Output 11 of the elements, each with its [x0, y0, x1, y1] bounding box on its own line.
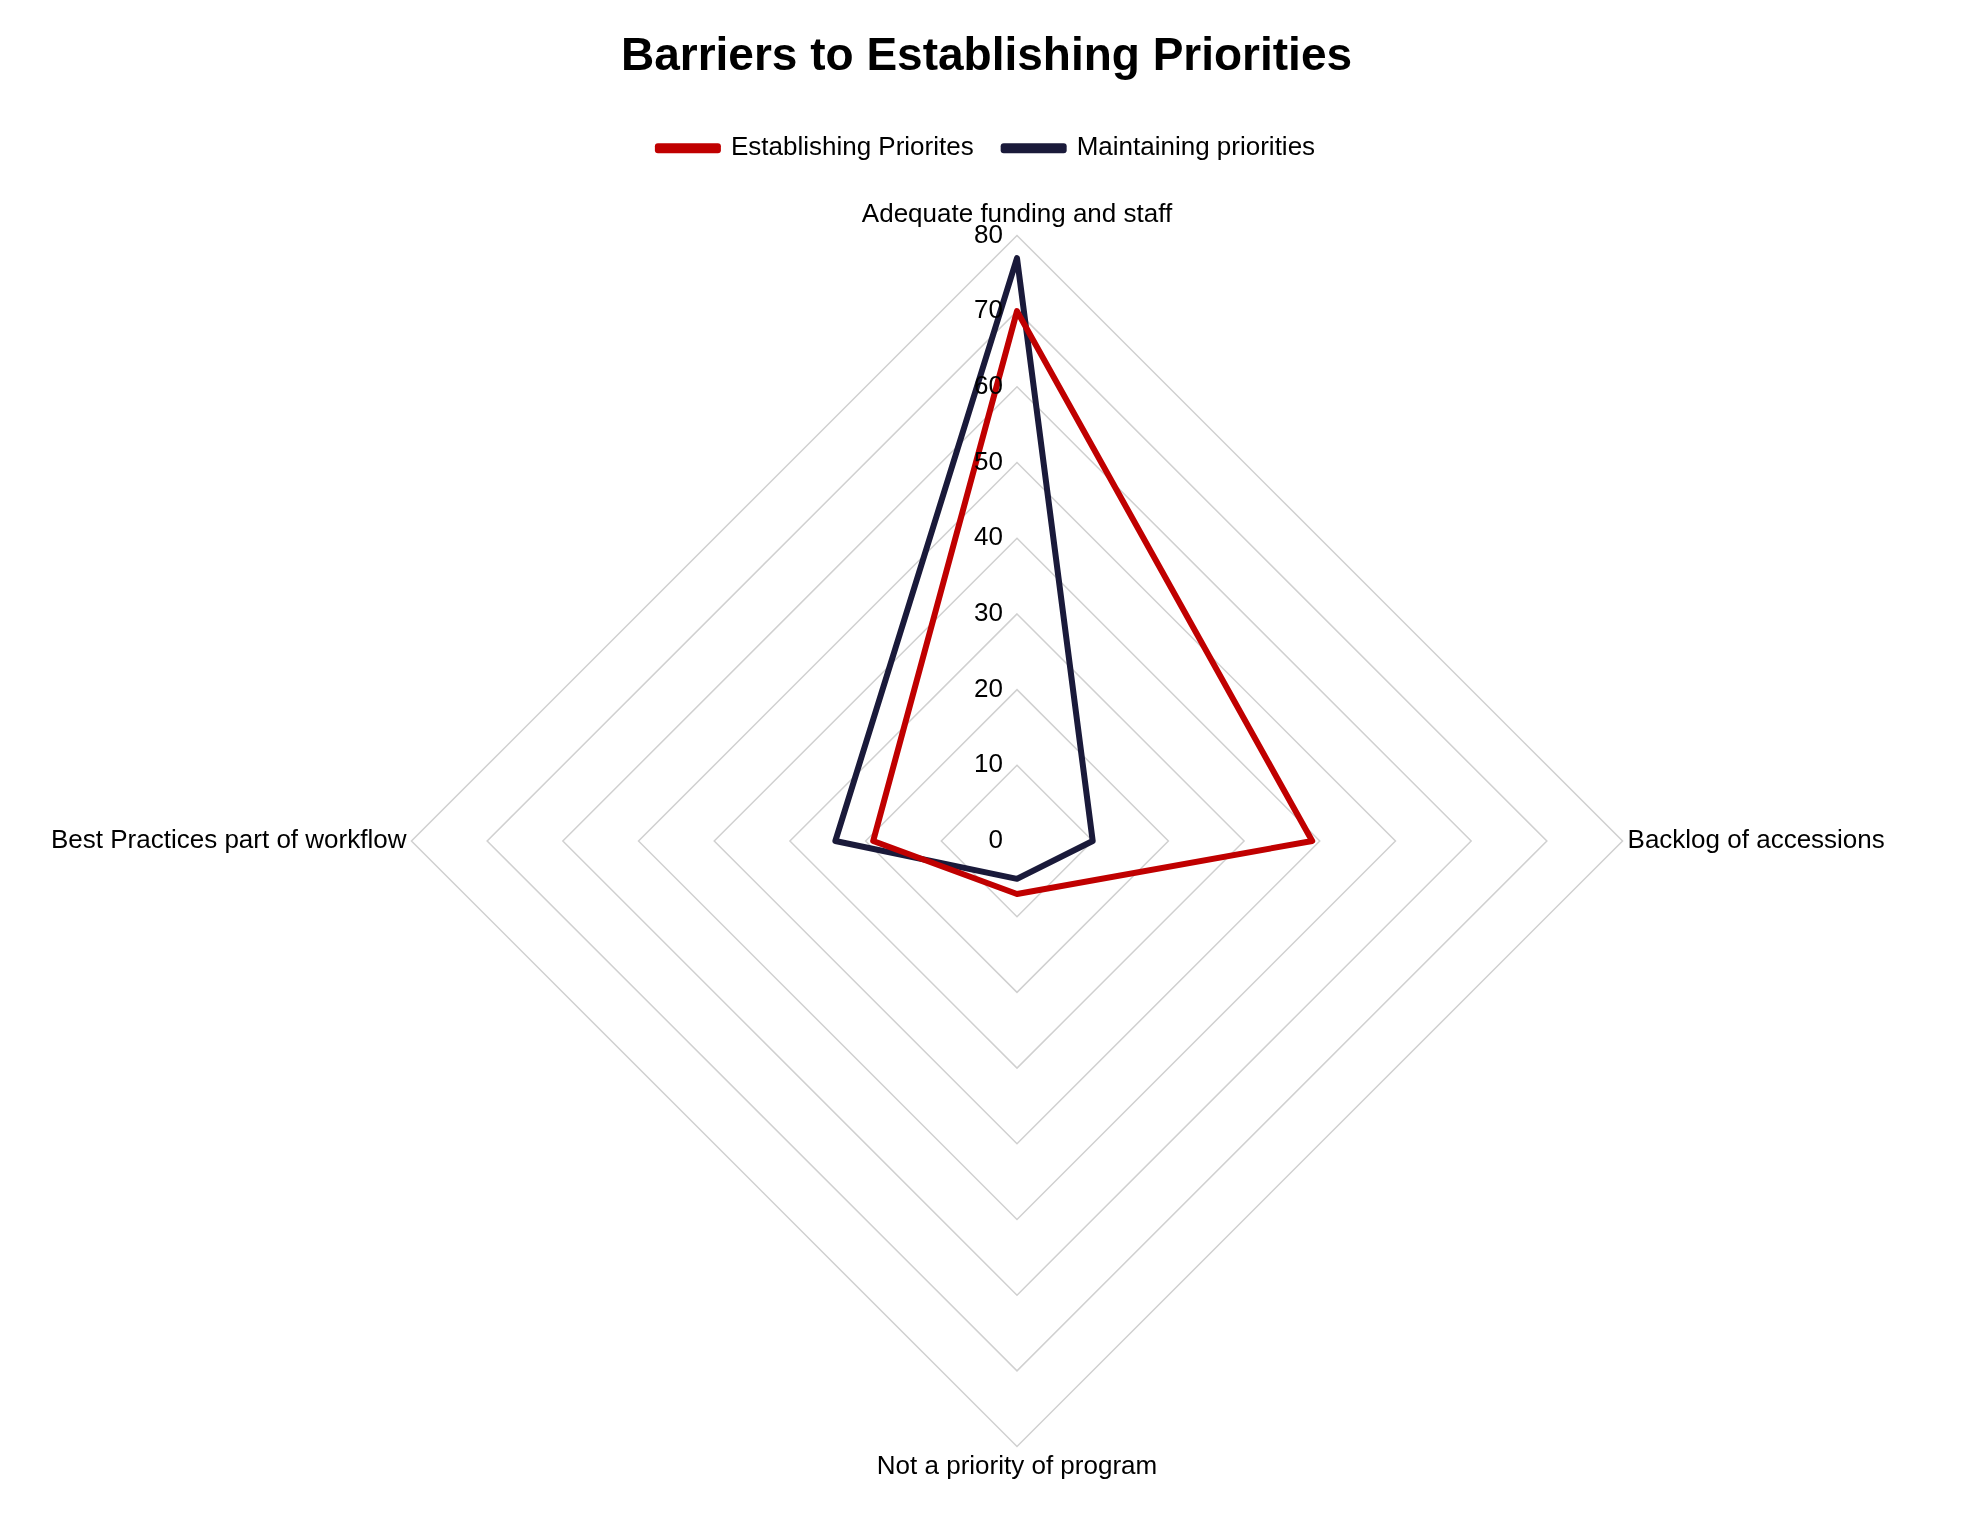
spoke-label: Best Practices part of workflow: [50, 824, 407, 855]
y-tick-label: 30: [974, 597, 1003, 628]
y-tick-label: 0: [988, 824, 1003, 855]
legend-label: Maintaining priorities: [1076, 131, 1316, 162]
y-tick-label: 20: [974, 672, 1003, 703]
legend-label: Establishing Priorites: [730, 131, 974, 162]
spoke-label: Backlog of accessions: [1627, 824, 1885, 855]
chart-title: Barriers to Establishing Priorities: [620, 28, 1353, 81]
y-tick-label: 10: [974, 748, 1003, 779]
y-tick-label: 40: [974, 521, 1003, 552]
spoke-label: Not a priority of program: [876, 1450, 1158, 1481]
